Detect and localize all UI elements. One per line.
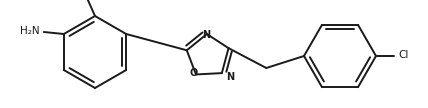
Text: N: N <box>202 30 211 40</box>
Text: O: O <box>189 68 197 78</box>
Text: N: N <box>226 72 235 82</box>
Text: H₂N: H₂N <box>20 26 40 36</box>
Text: Cl: Cl <box>398 50 408 60</box>
